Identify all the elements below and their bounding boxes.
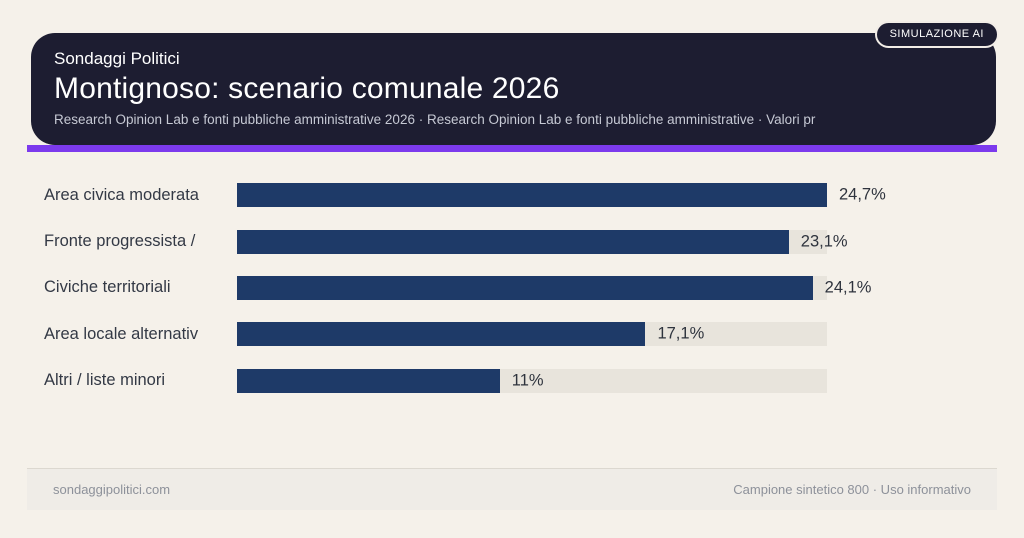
chart-row: Area civica moderata 24,7% [44,172,997,218]
bar-category-label: Fronte progressista / [44,232,196,251]
bar-value-label: 24,7% [839,185,886,204]
bar-category-label: Area civica moderata [44,185,199,204]
chart-row: Fronte progressista / 23,1% [44,218,997,264]
bar-value-label: 17,1% [657,324,705,343]
bar-track: 17,1% [237,322,827,347]
bar-fill [237,368,500,393]
bar-fill [237,229,789,254]
header-card: Sondaggi Politici Montignoso: scenario c… [31,33,996,145]
chart-row: Civiche territoriali 24,1% [44,265,997,311]
chart-row: Area locale alternativ 17,1% [44,311,997,357]
footer-source: sondaggipolitici.com [53,482,171,497]
bar-fill [237,183,827,208]
bar-fill [237,275,813,300]
bar-track: 24,1% [237,275,871,300]
header-subtitle: Research Opinion Lab e fonti pubbliche a… [54,111,816,127]
chart-row: Altri / liste minori 11% [44,358,997,404]
footer-note: Campione sintetico 800 · Uso informativo [733,482,971,497]
bar-category-label: Civiche territoriali [44,278,171,297]
header-kicker: Sondaggi Politici [54,49,180,68]
bar-category-label: Altri / liste minori [44,371,166,390]
chart-rows: Area civica moderata 24,7% Fronte progress… [44,172,997,404]
simulation-badge: SIMULAZIONE AI [874,21,999,48]
bar-value-label: 24,1% [824,278,872,297]
bar-category-label: Area locale alternativ [44,324,199,343]
bar-track: 24,7% [237,183,886,208]
accent-underline [27,145,997,152]
bar-value-label: 23,1% [800,232,848,251]
bar-track: 23,1% [237,229,848,254]
bar-fill [237,322,646,347]
page-title: Montignoso: scenario comunale 2026 [54,72,560,106]
bar-track: 11% [237,368,827,393]
bar-value-label: 11% [511,371,544,390]
footer-bar: sondaggipolitici.com Campione sintetico … [27,468,997,510]
